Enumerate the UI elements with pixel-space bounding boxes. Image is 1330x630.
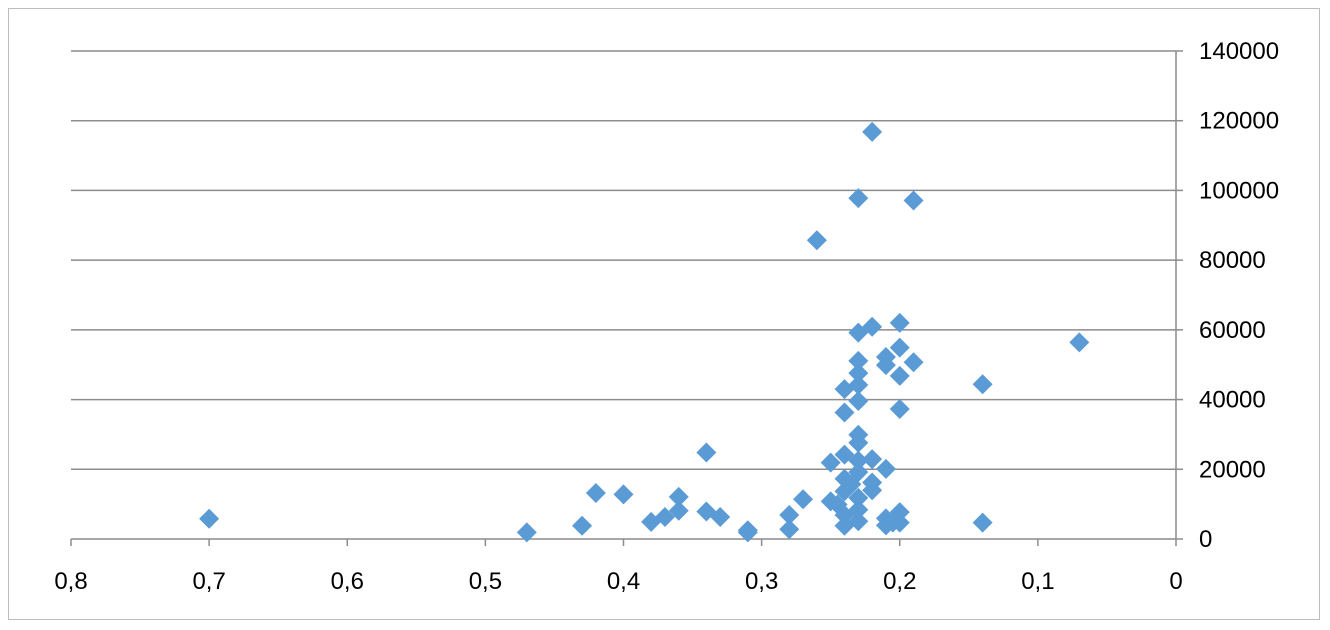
data-point (848, 450, 869, 471)
x-tick-label: 0,1 (1021, 568, 1054, 595)
y-tick-label: 0 (1199, 526, 1212, 553)
y-tick-label: 100000 (1199, 177, 1279, 204)
x-tick-label: 0,3 (745, 568, 778, 595)
data-point (820, 452, 841, 473)
data-point (848, 511, 869, 532)
x-tick-label: 0,2 (883, 568, 916, 595)
data-point (779, 519, 800, 540)
data-point (889, 365, 910, 386)
data-point (862, 316, 883, 337)
data-point (199, 508, 220, 529)
data-point (862, 121, 883, 142)
data-point (848, 499, 869, 520)
data-point (889, 512, 910, 533)
data-point (889, 337, 910, 358)
data-point (737, 522, 758, 543)
data-point (572, 515, 593, 536)
data-point (613, 484, 634, 505)
data-point (862, 480, 883, 501)
y-tick-label: 120000 (1199, 108, 1279, 135)
data-point (654, 507, 675, 528)
x-tick-label: 0,5 (469, 568, 502, 595)
x-tick-labels: 0,8 0,7 0,6 0,5 0,4 0,3 0,2 0,1 0 (54, 568, 1182, 595)
data-point (516, 522, 537, 543)
x-tick-label: 0,6 (331, 568, 364, 595)
x-tick-label: 0,7 (192, 568, 225, 595)
data-point (848, 390, 869, 411)
data-point (806, 230, 827, 251)
data-point (903, 190, 924, 211)
y-tick-labels: 0 20000 40000 60000 80000 100000 120000 140000 (1199, 38, 1279, 553)
data-point (889, 398, 910, 419)
data-point (889, 502, 910, 523)
data-point (848, 432, 869, 453)
data-point (848, 363, 869, 384)
data-point (848, 350, 869, 371)
data-point (827, 494, 848, 515)
data-point (641, 511, 662, 532)
data-point (972, 512, 993, 533)
data-point (585, 482, 606, 503)
y-tick-label: 140000 (1199, 38, 1279, 65)
data-point (668, 486, 689, 507)
data-point (848, 188, 869, 209)
data-point (875, 458, 896, 479)
axes (70, 50, 1183, 546)
data-point (1069, 332, 1090, 353)
data-point (875, 355, 896, 376)
y-tick-label: 80000 (1199, 247, 1266, 274)
data-point (710, 507, 731, 528)
data-point (889, 312, 910, 333)
y-tick-label: 20000 (1199, 456, 1266, 483)
data-point (779, 504, 800, 525)
data-point (834, 402, 855, 423)
grid-lines (71, 50, 1176, 471)
y-tick-label: 60000 (1199, 317, 1266, 344)
data-point (972, 374, 993, 395)
y-tick-label: 40000 (1199, 387, 1266, 414)
data-point (862, 449, 883, 470)
data-point (848, 487, 869, 508)
data-point (848, 374, 869, 395)
data-points (199, 121, 1090, 543)
data-point (793, 489, 814, 510)
data-point (696, 442, 717, 463)
data-point (848, 462, 869, 483)
data-point (668, 500, 689, 521)
x-tick-label: 0 (1169, 568, 1182, 595)
data-point (903, 352, 924, 373)
x-tick-label: 0,4 (607, 568, 640, 595)
x-tick-label: 0,8 (54, 568, 87, 595)
